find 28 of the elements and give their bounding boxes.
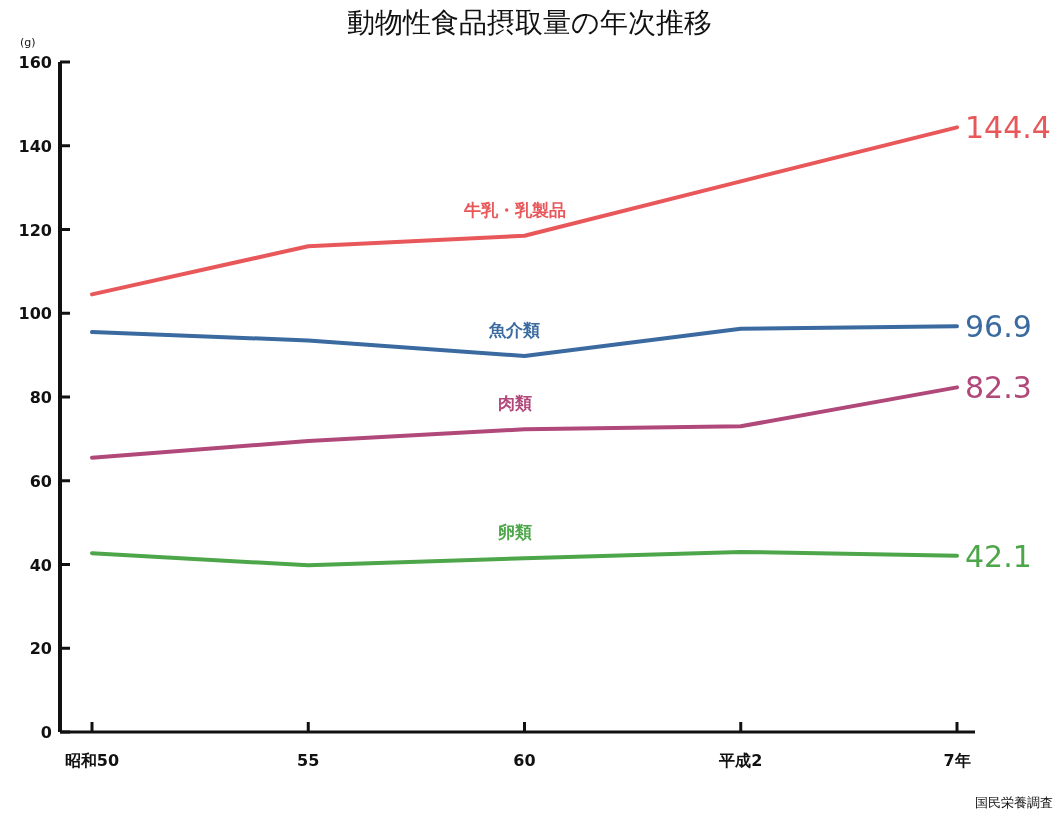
x-tick-label: 55 xyxy=(297,751,320,770)
y-tick-label: 80 xyxy=(29,388,52,407)
y-tick-label: 100 xyxy=(18,304,52,324)
y-tick-label: 20 xyxy=(29,639,52,659)
x-tick-label: 平成2 xyxy=(718,751,763,770)
series-label: 卵類 xyxy=(496,522,532,543)
y-tick-label: 60 xyxy=(29,471,52,491)
x-tick-label: 昭和50 xyxy=(64,751,120,770)
y-axis-title: (g) xyxy=(20,36,36,49)
line-series xyxy=(90,385,959,460)
y-tick-label: 160 xyxy=(18,53,52,72)
chart-title: 動物性食品摂取量の年次推移 xyxy=(347,6,712,39)
data-label: 96.9 xyxy=(965,309,1032,345)
data-label: 144.4 xyxy=(965,110,1051,146)
line-series xyxy=(90,125,959,297)
text: 国民栄養調査 xyxy=(975,795,1053,810)
data-label: 42.1 xyxy=(965,538,1032,574)
y-tick-label: 120 xyxy=(18,220,52,240)
data-label: 82.3 xyxy=(965,370,1032,406)
y-tick-label: 40 xyxy=(29,555,52,575)
y-tick-label: 140 xyxy=(18,136,52,156)
series-label: 魚介類 xyxy=(488,319,540,340)
x-tick-label: 7年 xyxy=(943,751,971,770)
y-tick-label: 0 xyxy=(40,723,52,742)
series-label: 肉類 xyxy=(497,393,532,414)
series-label: 牛乳・乳製品 xyxy=(462,199,566,220)
x-tick-label: 60 xyxy=(513,751,536,770)
line-series xyxy=(90,549,959,568)
